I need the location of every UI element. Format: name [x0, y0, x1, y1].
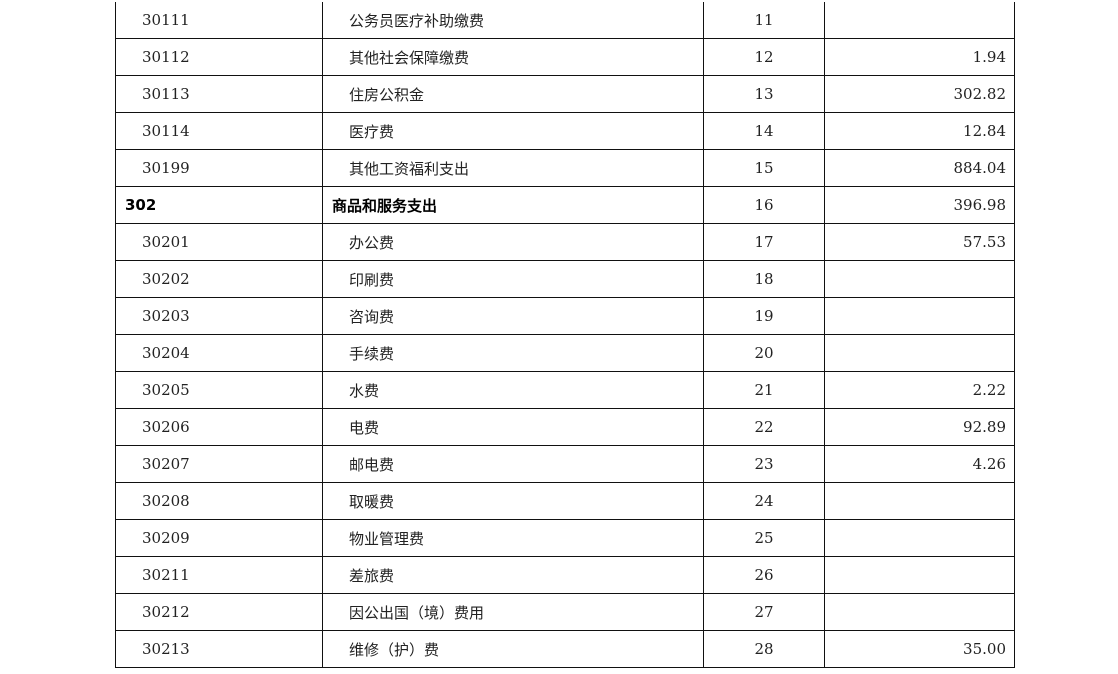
cell-row-number: 20	[703, 334, 825, 372]
table-row: 30212 因公出国（境）费用 27	[115, 593, 1015, 631]
cell-row-number: 24	[703, 482, 825, 520]
cell-code: 30207	[115, 445, 323, 483]
cell-name: 维修（护）费	[322, 630, 704, 668]
table-row: 30209 物业管理费 25	[115, 519, 1015, 557]
cell-code: 30112	[115, 38, 323, 76]
cell-amount	[824, 556, 1015, 594]
cell-code: 30202	[115, 260, 323, 298]
table-row: 30111 公务员医疗补助缴费 11	[115, 2, 1015, 39]
cell-row-number: 17	[703, 223, 825, 261]
cell-name: 其他工资福利支出	[322, 149, 704, 187]
cell-name: 公务员医疗补助缴费	[322, 2, 704, 39]
cell-row-number: 18	[703, 260, 825, 298]
cell-name: 印刷费	[322, 260, 704, 298]
cell-amount: 57.53	[824, 223, 1015, 261]
cell-code: 30205	[115, 371, 323, 409]
cell-name: 物业管理费	[322, 519, 704, 557]
table-row: 30205 水费 21 2.22	[115, 371, 1015, 409]
cell-amount: 4.26	[824, 445, 1015, 483]
cell-name: 住房公积金	[322, 75, 704, 113]
cell-row-number: 28	[703, 630, 825, 668]
cell-code: 30211	[115, 556, 323, 594]
cell-row-number: 19	[703, 297, 825, 335]
cell-name: 手续费	[322, 334, 704, 372]
cell-amount	[824, 519, 1015, 557]
cell-name: 取暖费	[322, 482, 704, 520]
cell-code: 30206	[115, 408, 323, 446]
cell-row-number: 21	[703, 371, 825, 409]
cell-code: 30113	[115, 75, 323, 113]
cell-amount: 302.82	[824, 75, 1015, 113]
cell-amount	[824, 593, 1015, 631]
cell-amount	[824, 2, 1015, 39]
table-row: 30211 差旅费 26	[115, 556, 1015, 594]
cell-code: 30212	[115, 593, 323, 631]
table-row: 30206 电费 22 92.89	[115, 408, 1015, 446]
cell-row-number: 13	[703, 75, 825, 113]
cell-row-number: 23	[703, 445, 825, 483]
cell-row-number: 14	[703, 112, 825, 150]
cell-row-number: 11	[703, 2, 825, 39]
table-row: 30213 维修（护）费 28 35.00	[115, 630, 1015, 668]
table-row: 30208 取暖费 24	[115, 482, 1015, 520]
cell-code: 30111	[115, 2, 323, 39]
cell-amount	[824, 260, 1015, 298]
cell-row-number: 25	[703, 519, 825, 557]
table-row: 30204 手续费 20	[115, 334, 1015, 372]
cell-code: 30204	[115, 334, 323, 372]
table-row: 30199 其他工资福利支出 15 884.04	[115, 149, 1015, 187]
cell-name: 邮电费	[322, 445, 704, 483]
cell-code: 30199	[115, 149, 323, 187]
cell-row-number: 26	[703, 556, 825, 594]
cell-name: 差旅费	[322, 556, 704, 594]
table-row: 30207 邮电费 23 4.26	[115, 445, 1015, 483]
cell-name: 医疗费	[322, 112, 704, 150]
cell-amount: 92.89	[824, 408, 1015, 446]
expenditure-table: 30111 公务员医疗补助缴费 11 30112 其他社会保障缴费 12 1.94 30113…	[115, 2, 1015, 668]
table-row: 30113 住房公积金 13 302.82	[115, 75, 1015, 113]
cell-amount	[824, 482, 1015, 520]
cell-amount: 884.04	[824, 149, 1015, 187]
cell-name: 咨询费	[322, 297, 704, 335]
cell-name: 水费	[322, 371, 704, 409]
cell-row-number: 15	[703, 149, 825, 187]
table-row: 30201 办公费 17 57.53	[115, 223, 1015, 261]
table-row: 30202 印刷费 18	[115, 260, 1015, 298]
cell-row-number: 16	[703, 186, 825, 224]
cell-code: 30201	[115, 223, 323, 261]
cell-name: 其他社会保障缴费	[322, 38, 704, 76]
table-body: 30111 公务员医疗补助缴费 11 30112 其他社会保障缴费 12 1.94 30113…	[115, 2, 1015, 668]
cell-row-number: 22	[703, 408, 825, 446]
cell-amount: 35.00	[824, 630, 1015, 668]
cell-row-number: 12	[703, 38, 825, 76]
cell-row-number: 27	[703, 593, 825, 631]
cell-name: 电费	[322, 408, 704, 446]
cell-amount	[824, 334, 1015, 372]
cell-amount: 1.94	[824, 38, 1015, 76]
cell-amount: 396.98	[824, 186, 1015, 224]
cell-amount	[824, 297, 1015, 335]
table-row: 30203 咨询费 19	[115, 297, 1015, 335]
cell-name: 因公出国（境）费用	[322, 593, 704, 631]
table-row: 30114 医疗费 14 12.84	[115, 112, 1015, 150]
cell-code: 30209	[115, 519, 323, 557]
cell-name: 办公费	[322, 223, 704, 261]
cell-code: 30114	[115, 112, 323, 150]
cell-amount: 2.22	[824, 371, 1015, 409]
cell-amount: 12.84	[824, 112, 1015, 150]
cell-code: 302	[115, 186, 323, 224]
cell-code: 30203	[115, 297, 323, 335]
cell-code: 30208	[115, 482, 323, 520]
table-row: 30112 其他社会保障缴费 12 1.94	[115, 38, 1015, 76]
cell-code: 30213	[115, 630, 323, 668]
table-row-category: 302 商品和服务支出 16 396.98	[115, 186, 1015, 224]
cell-name: 商品和服务支出	[322, 186, 704, 224]
